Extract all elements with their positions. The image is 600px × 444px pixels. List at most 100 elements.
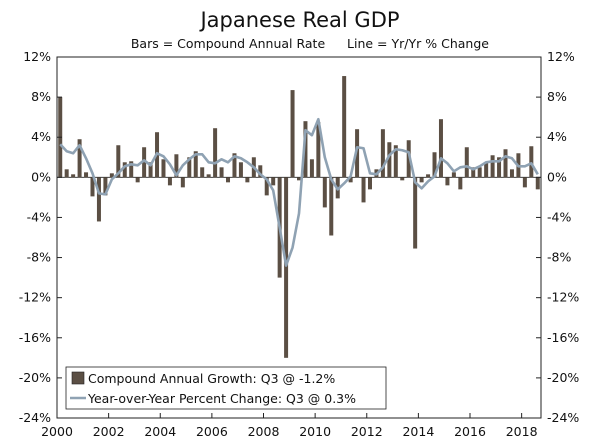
bar — [522, 177, 527, 188]
bar — [471, 167, 476, 178]
bar — [413, 177, 418, 249]
legend: Compound Annual Growth: Q3 @ -1.2% Year-… — [65, 366, 387, 410]
y-tick-label-left: -20% — [19, 370, 51, 385]
bar — [206, 174, 211, 178]
y-tick-label-right: 12% — [547, 49, 575, 64]
bar — [161, 159, 166, 178]
y-tick-label-left: -12% — [19, 290, 51, 305]
y-tick-label-right: 8% — [547, 89, 567, 104]
y-tick-label-left: -24% — [19, 410, 51, 425]
bar — [180, 177, 185, 188]
bar — [64, 169, 69, 178]
bar — [71, 174, 76, 178]
x-tick-label: 2002 — [93, 424, 125, 439]
bar — [322, 177, 327, 208]
x-tick-label: 2000 — [41, 424, 73, 439]
bar — [245, 177, 250, 183]
legend-label-bars: Compound Annual Growth: Q3 @ -1.2% — [88, 371, 335, 386]
bar — [122, 162, 127, 178]
bar — [290, 90, 295, 178]
bar — [96, 177, 101, 222]
bar — [490, 155, 495, 178]
bar — [426, 174, 431, 178]
bar — [284, 177, 289, 358]
bar — [529, 146, 534, 178]
bar — [148, 162, 153, 178]
bar — [309, 159, 314, 178]
x-tick-label: 2014 — [402, 424, 434, 439]
bar — [451, 172, 456, 178]
x-tick-label: 2004 — [144, 424, 176, 439]
legend-bar-swatch — [71, 371, 85, 385]
y-tick-label-right: 0% — [547, 169, 567, 184]
y-tick-label-right: -12% — [547, 290, 579, 305]
x-tick-label: 2016 — [454, 424, 486, 439]
y-tick-label-left: 8% — [31, 89, 51, 104]
bar — [174, 154, 179, 178]
bar — [187, 157, 192, 178]
bar — [477, 167, 482, 178]
x-tick-label: 2008 — [248, 424, 280, 439]
chart-title: Japanese Real GDP — [198, 8, 399, 32]
bar — [271, 177, 276, 186]
bar — [361, 177, 366, 203]
bar — [219, 167, 224, 178]
bar — [213, 128, 218, 178]
bar — [264, 177, 269, 196]
legend-label-line: Year-over-Year Percent Change: Q3 @ 0.3% — [87, 391, 356, 406]
bar — [109, 173, 114, 178]
plot-frame — [56, 56, 542, 419]
legend-box — [65, 366, 387, 410]
y-tick-label-right: -8% — [547, 250, 571, 265]
y-tick-label-left: -8% — [27, 250, 51, 265]
bar — [232, 153, 237, 178]
bar — [342, 76, 347, 178]
bar — [167, 177, 172, 186]
bar — [445, 177, 450, 186]
bar — [464, 147, 469, 178]
bar — [116, 145, 121, 178]
bar — [129, 161, 134, 178]
bar — [432, 152, 437, 178]
x-tick-label: 2006 — [196, 424, 228, 439]
bar — [438, 119, 443, 178]
yoy-line — [59, 117, 539, 267]
y-tick-label-right: -20% — [547, 370, 579, 385]
y-tick-label-left: -16% — [19, 330, 51, 345]
bar — [419, 177, 424, 183]
y-axis-left: 12% 8% 4% 0% -4% -8% -12% -16% -20% -24% — [19, 49, 62, 425]
bar — [193, 151, 198, 178]
bar — [393, 145, 398, 178]
x-axis: 2000 2002 2004 2006 2008 2010 2012 2014 2016 2018 — [41, 413, 538, 439]
y-tick-label-right: -4% — [547, 209, 571, 224]
chart-subtitle-line: Line = Yr/Yr % Change — [347, 36, 489, 51]
x-tick-label: 2010 — [299, 424, 331, 439]
y-tick-label-left: 12% — [23, 49, 51, 64]
bar — [497, 157, 502, 178]
bar — [135, 177, 140, 183]
bar — [90, 177, 95, 197]
bar — [226, 177, 231, 183]
bar — [348, 177, 353, 183]
bar — [367, 177, 372, 190]
y-tick-label-left: 0% — [31, 169, 51, 184]
y-axis-right: 12% 8% 4% 0% -4% -8% -12% -16% -20% -24% — [536, 49, 579, 425]
bar — [258, 165, 263, 178]
bar — [484, 162, 489, 178]
x-tick-label: 2012 — [351, 424, 383, 439]
line-series — [59, 117, 539, 267]
y-tick-label-right: -24% — [547, 410, 579, 425]
bar — [406, 140, 411, 178]
bar — [400, 177, 405, 181]
bar — [355, 129, 360, 178]
y-tick-label-right: -16% — [547, 330, 579, 345]
bar — [329, 177, 334, 236]
bar — [103, 177, 108, 196]
bar — [387, 142, 392, 178]
chart-subtitle-bars: Bars = Compound Annual Rate — [131, 36, 326, 51]
bar — [535, 177, 540, 190]
bar — [316, 122, 321, 178]
y-tick-label-left: -4% — [27, 209, 51, 224]
y-tick-label-left: 4% — [31, 129, 51, 144]
